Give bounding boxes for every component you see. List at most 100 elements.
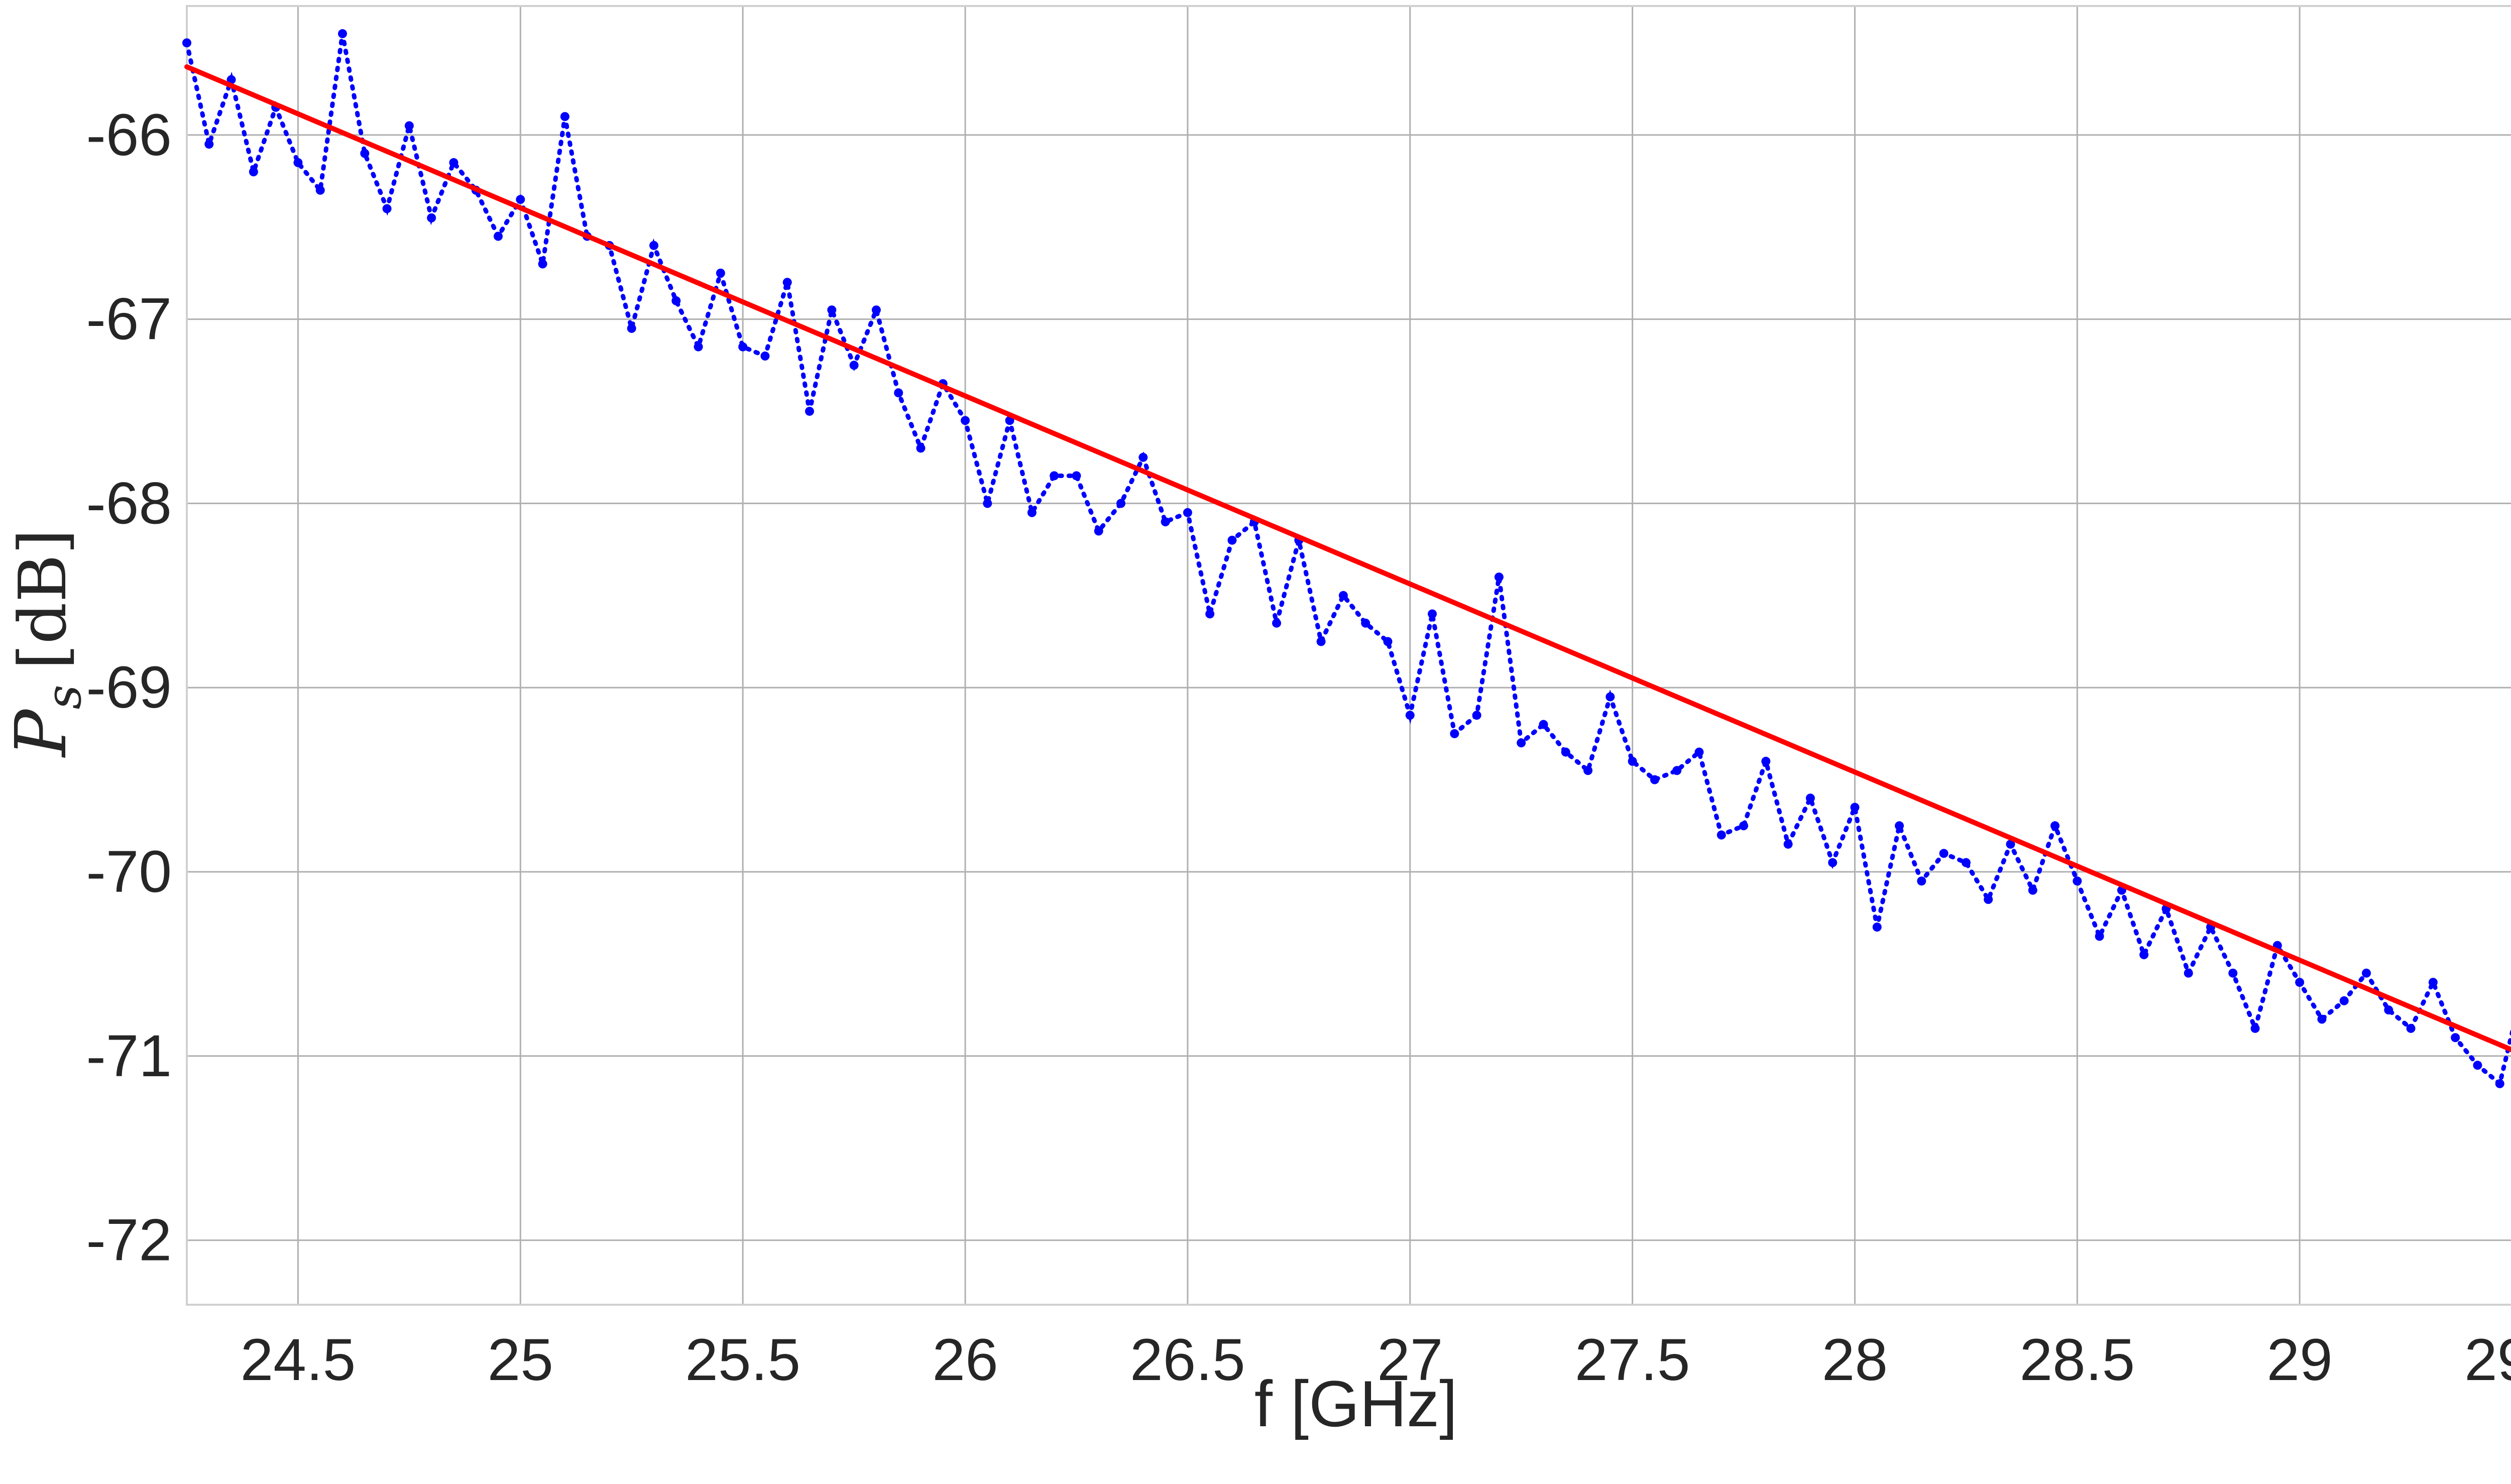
measured-point — [2362, 968, 2371, 978]
x-tick-label: 26 — [932, 1327, 998, 1393]
measured-point — [2317, 1014, 2327, 1024]
measured-point — [315, 185, 325, 195]
measured-point — [716, 268, 725, 278]
y-tick-label: -68 — [86, 470, 172, 536]
y-axis-symbol: P — [1, 708, 82, 758]
x-tick-label: 27 — [1377, 1327, 1443, 1393]
measured-point — [827, 305, 837, 315]
x-tick-label: 29.5 — [2464, 1327, 2511, 1393]
measured-point — [1472, 711, 1481, 720]
x-tick-label: 25 — [488, 1327, 553, 1393]
measured-point — [182, 38, 191, 48]
measured-point — [494, 232, 503, 241]
measured-point — [2095, 932, 2104, 941]
measured-point — [449, 158, 459, 167]
y-tick-label: -72 — [86, 1207, 172, 1274]
y-tick-label: -67 — [86, 286, 172, 353]
measured-point — [671, 296, 681, 305]
measured-point — [738, 342, 748, 352]
series-layer — [182, 29, 2511, 1088]
fit-line — [184, 64, 2511, 1053]
y-axis-subscript: s — [36, 684, 92, 709]
measured-point — [1961, 858, 1971, 867]
grid — [187, 6, 2511, 1305]
measured-point — [1383, 637, 1393, 646]
measured-point — [1316, 637, 1326, 646]
measured-point — [293, 158, 303, 167]
measured-point — [1761, 756, 1771, 766]
measured-point — [627, 323, 636, 333]
measured-point — [1895, 821, 1904, 831]
measured-point — [2028, 885, 2037, 895]
measured-point — [2384, 1005, 2393, 1015]
measured-point — [894, 388, 903, 398]
measured-point — [2228, 968, 2238, 978]
measured-point — [805, 406, 814, 416]
measured-point — [1094, 526, 1103, 536]
measured-point — [1939, 849, 1949, 858]
x-tick-label: 28.5 — [2019, 1327, 2135, 1393]
measured-point — [1116, 499, 1125, 508]
measured-point — [649, 241, 658, 250]
measured-point — [1405, 711, 1415, 720]
measured-point — [249, 167, 258, 177]
measured-point — [404, 121, 414, 131]
measured-point — [1428, 609, 1437, 619]
y-tick-label: -70 — [86, 839, 172, 905]
measured-point — [2495, 1079, 2504, 1088]
measured-point — [1227, 535, 1237, 545]
measured-series-line — [184, 33, 2511, 1088]
plot-frame — [186, 5, 2511, 1306]
measured-point — [427, 213, 436, 222]
measured-point — [1606, 692, 1615, 702]
measured-point — [2451, 1033, 2460, 1043]
measured-point — [1205, 609, 1215, 619]
measured-point — [1072, 471, 1081, 481]
measured-point — [2473, 1061, 2482, 1070]
measured-point — [1338, 591, 1348, 600]
measured-point — [2406, 1023, 2416, 1033]
measured-point — [2428, 978, 2438, 987]
measured-point — [2250, 1023, 2260, 1033]
measured-point — [1539, 720, 1548, 729]
measured-point — [2050, 821, 2060, 831]
x-tick-label: 27.5 — [1575, 1327, 1690, 1393]
measured-point — [204, 140, 214, 149]
measured-point — [1694, 747, 1704, 757]
measured-point — [338, 29, 347, 39]
x-tick-label: 29 — [2267, 1327, 2333, 1393]
measured-point — [2006, 839, 2015, 849]
y-tick-label: -71 — [86, 1023, 172, 1089]
measured-point — [1361, 618, 1371, 628]
measured-point — [1027, 508, 1037, 517]
measured-point — [849, 361, 859, 370]
measured-point — [916, 443, 926, 453]
measured-point — [782, 278, 792, 287]
measured-point — [1161, 517, 1170, 527]
y-tick-label: -66 — [86, 102, 172, 168]
measured-point — [2295, 978, 2305, 987]
y-axis-title: Ps [dB] — [1, 529, 92, 758]
x-tick-label: 26.5 — [1130, 1327, 1245, 1393]
measured-point — [1717, 830, 1726, 840]
x-tick-label: 24.5 — [241, 1327, 356, 1393]
measured-point — [1138, 452, 1148, 462]
measured-point — [1583, 766, 1592, 775]
measured-point — [1828, 858, 1838, 867]
measured-point — [1517, 738, 1526, 748]
measured-point — [1272, 618, 1281, 628]
measured-point — [382, 204, 392, 213]
measured-point — [1494, 573, 1504, 582]
measured-point — [760, 351, 770, 361]
measured-point — [1850, 803, 1860, 812]
measured-point — [1739, 821, 1748, 831]
x-tick-label: 25.5 — [685, 1327, 801, 1393]
measured-point — [1984, 895, 1993, 904]
x-tick-label: 28 — [1822, 1327, 1888, 1393]
y-tick-label: -69 — [86, 654, 172, 721]
x-axis-title: f [GHz] — [1254, 1367, 1457, 1440]
tick-labels: 24.5 25 25.5 26 26.5 27 27.5 28 28.5 29 29.5 -66 -67… — [86, 102, 2511, 1393]
measured-point — [1917, 876, 1926, 886]
